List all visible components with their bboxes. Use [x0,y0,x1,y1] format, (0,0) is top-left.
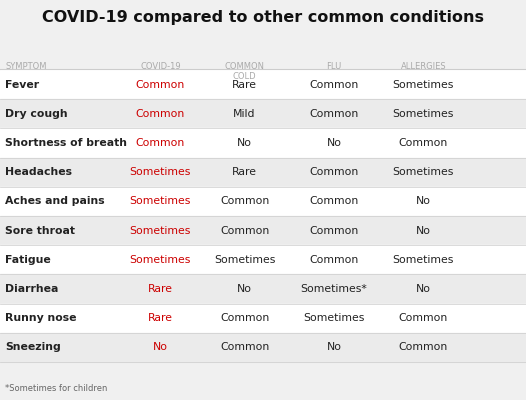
Text: Common: Common [220,313,269,323]
Text: Rare: Rare [232,80,257,90]
Bar [0,99,526,128]
Text: Sometimes: Sometimes [393,109,454,119]
Bar [0,304,526,333]
Bar [0,158,526,187]
Text: Runny nose: Runny nose [5,313,77,323]
Text: FLU: FLU [327,62,341,71]
Bar [0,216,526,245]
Text: Common: Common [136,109,185,119]
Text: Sometimes: Sometimes [130,226,191,236]
Text: Sometimes: Sometimes [130,255,191,265]
Bar [0,274,526,304]
Text: Diarrhea: Diarrhea [5,284,58,294]
Text: Common: Common [309,167,359,177]
Bar [0,333,526,362]
Text: ALLERGIES: ALLERGIES [401,62,446,71]
Text: Fatigue: Fatigue [5,255,51,265]
Text: Common: Common [136,80,185,90]
Bar [0,245,526,274]
Text: Sometimes: Sometimes [304,313,365,323]
Text: Aches and pains: Aches and pains [5,196,105,206]
Text: Dry cough: Dry cough [5,109,68,119]
Bar [0,70,526,99]
Text: No: No [327,342,341,352]
Text: Common: Common [220,342,269,352]
Text: Sometimes*: Sometimes* [301,284,367,294]
Text: Sometimes: Sometimes [130,167,191,177]
Bar [0,187,526,216]
Text: Headaches: Headaches [5,167,72,177]
Text: Mild: Mild [234,109,256,119]
Text: No: No [416,226,431,236]
Text: Common: Common [309,80,359,90]
Text: Common: Common [220,226,269,236]
Text: Common: Common [309,226,359,236]
Text: No: No [237,284,252,294]
Text: Sometimes: Sometimes [393,80,454,90]
Text: SYMPTOM: SYMPTOM [5,62,47,71]
Text: COVID-19 compared to other common conditions: COVID-19 compared to other common condit… [42,10,484,25]
Text: Sometimes: Sometimes [214,255,275,265]
Text: No: No [237,138,252,148]
Text: Sometimes: Sometimes [393,255,454,265]
Text: COMMON
COLD: COMMON COLD [225,62,265,81]
Text: Fever: Fever [5,80,39,90]
Text: Common: Common [309,196,359,206]
Text: *Sometimes for children: *Sometimes for children [5,384,108,393]
Bar [0,128,526,158]
Text: No: No [416,196,431,206]
Text: Sometimes: Sometimes [393,167,454,177]
Text: Common: Common [309,109,359,119]
Text: Sore throat: Sore throat [5,226,75,236]
Text: Rare: Rare [148,284,173,294]
Text: No: No [327,138,341,148]
Text: Common: Common [399,138,448,148]
Text: Sneezing: Sneezing [5,342,61,352]
Text: Rare: Rare [232,167,257,177]
Text: Shortness of breath: Shortness of breath [5,138,127,148]
Text: Common: Common [136,138,185,148]
Text: Common: Common [399,342,448,352]
Text: Sometimes: Sometimes [130,196,191,206]
Text: Common: Common [399,313,448,323]
Text: COVID-19: COVID-19 [140,62,181,71]
Text: Common: Common [309,255,359,265]
Text: No: No [153,342,168,352]
Text: Common: Common [220,196,269,206]
Text: Rare: Rare [148,313,173,323]
Text: No: No [416,284,431,294]
